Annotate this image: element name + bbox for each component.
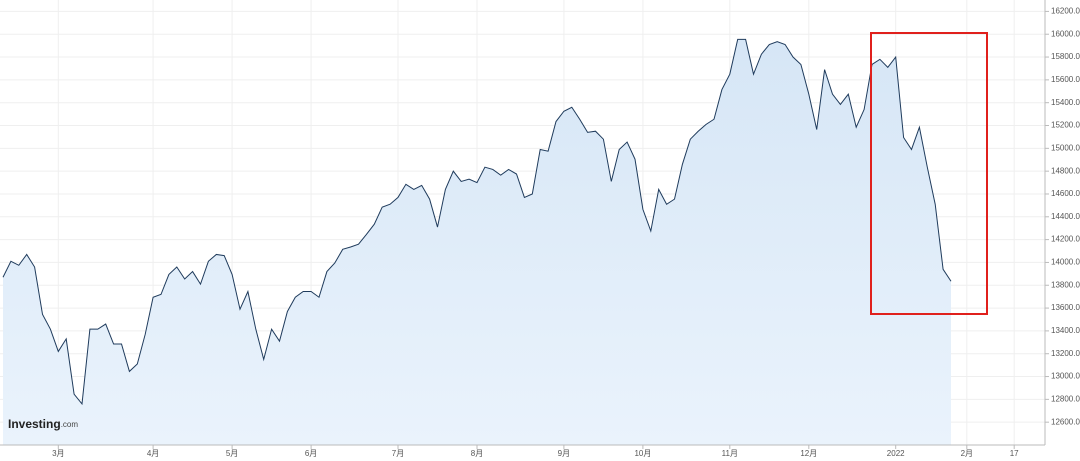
logo-suffix: .com <box>61 420 79 429</box>
labels: 12600.0 12800.0 13000.0 13200.0 13400.0 13600… <box>52 7 1080 459</box>
y-tick-label: 14400.0 <box>1051 212 1080 221</box>
highlight-box <box>870 32 988 315</box>
x-tick-label: 17 <box>1010 449 1019 458</box>
x-tick-label: 9月 <box>558 449 570 458</box>
logo-name: Investing <box>8 417 61 431</box>
logo: Investing.com <box>8 417 78 431</box>
y-tick-label: 15800.0 <box>1051 52 1080 61</box>
y-tick-label: 14200.0 <box>1051 235 1080 244</box>
x-tick-label: 10月 <box>634 449 651 458</box>
y-tick-label: 12600.0 <box>1051 417 1080 426</box>
y-tick-label: 14000.0 <box>1051 258 1080 267</box>
y-tick-label: 16200.0 <box>1051 7 1080 16</box>
x-tick-label: 6月 <box>305 449 317 458</box>
y-tick-label: 13400.0 <box>1051 326 1080 335</box>
y-tick-label: 15200.0 <box>1051 121 1080 130</box>
x-tick-label: 4月 <box>147 449 159 458</box>
x-tick-label: 11月 <box>722 449 738 458</box>
y-tick-label: 13200.0 <box>1051 349 1080 358</box>
x-tick-label: 5月 <box>226 449 238 458</box>
x-tick-label: 8月 <box>471 449 483 458</box>
x-tick-label: 2月 <box>961 449 973 458</box>
x-tick-label: 12月 <box>800 449 817 458</box>
y-tick-label: 15400.0 <box>1051 98 1080 107</box>
y-tick-label: 13600.0 <box>1051 303 1080 312</box>
x-tick-label: 2022 <box>887 449 905 458</box>
y-tick-label: 16000.0 <box>1051 29 1080 38</box>
y-tick-label: 15600.0 <box>1051 75 1080 84</box>
line <box>2 38 952 406</box>
y-tick-label: 12800.0 <box>1051 394 1080 403</box>
y-tick-label: 13000.0 <box>1051 372 1080 381</box>
marks <box>2 38 952 445</box>
y-tick-label: 13800.0 <box>1051 280 1080 289</box>
area-fill <box>3 39 951 445</box>
x-tick-label: 3月 <box>52 449 64 458</box>
y-tick-label: 14800.0 <box>1051 166 1080 175</box>
y-tick-label: 14600.0 <box>1051 189 1080 198</box>
x-tick-label: 7月 <box>392 449 404 458</box>
y-tick-label: 15000.0 <box>1051 143 1080 152</box>
